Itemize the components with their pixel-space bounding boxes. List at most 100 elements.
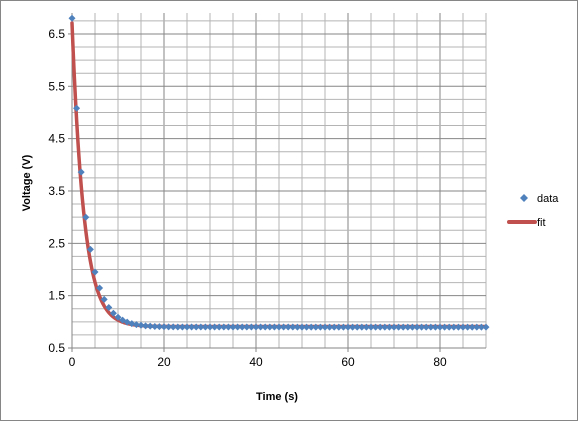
- data-point: [289, 323, 297, 331]
- data-point: [257, 323, 265, 331]
- data-point: [247, 323, 255, 331]
- data-point: [436, 323, 444, 331]
- data-point: [270, 323, 278, 331]
- data-point: [73, 104, 81, 112]
- data-point: [211, 323, 219, 331]
- data-point: [238, 323, 246, 331]
- data-point: [151, 322, 159, 330]
- data-point: [450, 323, 458, 331]
- data-point: [293, 323, 301, 331]
- data-point: [312, 323, 320, 331]
- data-point: [77, 168, 85, 176]
- data-point: [477, 323, 485, 331]
- data-point: [68, 14, 76, 22]
- data-point: [367, 323, 375, 331]
- data-point: [404, 323, 412, 331]
- data-point: [344, 323, 352, 331]
- data-point: [206, 323, 214, 331]
- data-point: [155, 323, 163, 331]
- x-tick-label: 0: [69, 355, 76, 369]
- legend-label-fit: fit: [537, 217, 546, 229]
- data-point: [169, 323, 177, 331]
- data-point: [146, 322, 154, 330]
- data-point: [473, 323, 481, 331]
- data-point: [358, 323, 366, 331]
- data-point: [252, 323, 260, 331]
- data-point: [381, 323, 389, 331]
- legend-label-data: data: [537, 193, 559, 205]
- y-tick-label: 6.5: [48, 27, 65, 41]
- data-point: [137, 321, 145, 329]
- data-point: [445, 323, 453, 331]
- x-tick-label: 20: [157, 355, 171, 369]
- data-point: [275, 323, 283, 331]
- data-point: [482, 323, 490, 331]
- data-point: [316, 323, 324, 331]
- data-point: [353, 323, 361, 331]
- data-point: [243, 323, 251, 331]
- data-point: [197, 323, 205, 331]
- x-tick-label: 60: [341, 355, 355, 369]
- data-point: [82, 213, 90, 221]
- y-tick-label: 3.5: [48, 184, 65, 198]
- data-point: [220, 323, 228, 331]
- data-point: [160, 323, 168, 331]
- data-point: [418, 323, 426, 331]
- y-tick-label: 5.5: [48, 79, 65, 93]
- data-point: [441, 323, 449, 331]
- data-point: [376, 323, 384, 331]
- data-point: [408, 323, 416, 331]
- x-tick-label: 80: [433, 355, 447, 369]
- data-point: [192, 323, 200, 331]
- data-point: [100, 295, 108, 303]
- data-point: [468, 323, 476, 331]
- data-point: [280, 323, 288, 331]
- data-point: [459, 323, 467, 331]
- data-point: [224, 323, 232, 331]
- data-point: [303, 323, 311, 331]
- data-point: [109, 309, 117, 317]
- data-point: [215, 323, 223, 331]
- data-point: [372, 323, 380, 331]
- data-series: [68, 14, 490, 331]
- data-point: [413, 323, 421, 331]
- data-point: [178, 323, 186, 331]
- y-tick-label: 0.5: [48, 341, 65, 355]
- data-point: [142, 322, 150, 330]
- data-point: [261, 323, 269, 331]
- data-point: [284, 323, 292, 331]
- legend-marker-data: [520, 194, 528, 202]
- data-point: [229, 323, 237, 331]
- data-point: [105, 303, 113, 311]
- data-point: [188, 323, 196, 331]
- data-point: [96, 284, 104, 292]
- data-point: [91, 268, 99, 276]
- y-tick-label: 2.5: [48, 236, 65, 250]
- data-point: [390, 323, 398, 331]
- data-point: [128, 320, 136, 328]
- data-point: [349, 323, 357, 331]
- data-point: [395, 323, 403, 331]
- legend: data fit: [507, 193, 559, 229]
- data-point: [86, 245, 94, 253]
- y-axis-title: Voltage (V): [21, 154, 33, 211]
- axes: [68, 13, 486, 352]
- data-point: [201, 323, 209, 331]
- tick-labels: 0 20 40 60 80 0.5 1.5 2.5 3.5 4.5 5.5 6.5: [48, 27, 447, 369]
- data-point: [326, 323, 334, 331]
- data-point: [330, 323, 338, 331]
- data-point: [385, 323, 393, 331]
- data-point: [298, 323, 306, 331]
- data-point: [454, 323, 462, 331]
- y-tick-label: 1.5: [48, 289, 65, 303]
- data-point: [234, 323, 242, 331]
- y-tick-label: 4.5: [48, 132, 65, 146]
- data-point: [174, 323, 182, 331]
- data-point: [321, 323, 329, 331]
- data-point: [427, 323, 435, 331]
- data-point: [362, 323, 370, 331]
- data-point: [114, 313, 122, 321]
